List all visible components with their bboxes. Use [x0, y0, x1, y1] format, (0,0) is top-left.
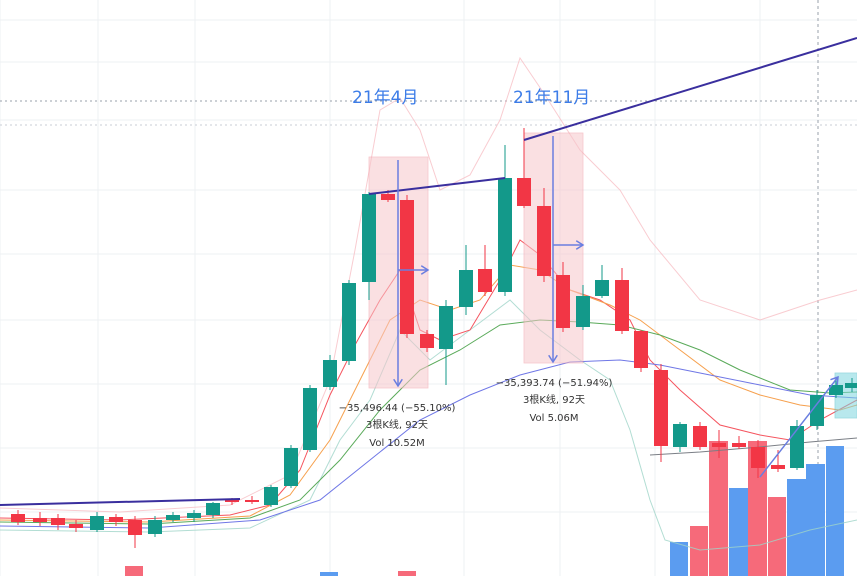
candle-body-7 [148, 520, 162, 534]
candle-body-23 [459, 270, 473, 307]
ma-short [0, 239, 857, 521]
candle-body-21 [420, 334, 434, 348]
ma-long [0, 319, 857, 525]
candle-body-27 [537, 206, 551, 276]
candle-body-40 [790, 426, 804, 468]
measure-change-2: −35,393.74 (−51.94%) [496, 378, 613, 389]
candles [11, 128, 857, 548]
candle-body-16 [323, 360, 337, 387]
candle-body-26 [517, 178, 531, 206]
measure-arrow-v-2-head [548, 354, 558, 364]
candle-body-20 [400, 200, 414, 334]
trend-lines [0, 37, 857, 506]
volume-bar-9 [787, 479, 806, 576]
measure-arrow-h-1-head [420, 265, 430, 275]
measure-volume-2: Vol 5.06M [529, 413, 578, 424]
measure-bars-1: 3根K线, 92天 [366, 418, 428, 431]
candle-body-37 [732, 443, 746, 447]
candle-body-22 [439, 306, 453, 349]
volume-bar-8 [768, 497, 786, 576]
candle-body-33 [654, 370, 668, 446]
ma-mid [0, 264, 857, 523]
candle-body-11 [225, 500, 239, 502]
candle-body-15 [303, 388, 317, 450]
candle-body-10 [206, 503, 220, 515]
volume-bar-5 [709, 441, 728, 576]
candle-body-43 [845, 383, 857, 388]
volume-bar-4 [690, 526, 708, 576]
candle-body-35 [693, 426, 707, 447]
candle-body-31 [615, 280, 629, 331]
candle-body-29 [576, 296, 590, 327]
candle-body-9 [187, 513, 201, 518]
candle-body-32 [634, 331, 648, 368]
projection-arrow [759, 376, 839, 478]
measure-boxes [368, 132, 857, 419]
ma-longest [0, 359, 857, 529]
trendline-resistance [523, 37, 857, 141]
volume-bar-2 [398, 571, 416, 576]
volume-bar-6 [729, 488, 748, 576]
candle-body-41 [810, 395, 824, 426]
bollinger-upper [0, 56, 857, 513]
volume-bar-0 [125, 566, 143, 576]
candle-body-38 [751, 447, 765, 468]
candle-body-0 [11, 514, 25, 522]
candle-body-39 [771, 465, 785, 469]
candle-body-2 [51, 518, 65, 525]
measure-arrow-v-1-head [393, 378, 403, 388]
volume-bar-10 [806, 464, 825, 576]
period-label-apr-2021: 21年4月 [352, 88, 418, 108]
trendline-base [0, 498, 241, 506]
candle-body-28 [556, 275, 570, 328]
projection-arrow-head [830, 375, 839, 386]
candle-body-24 [478, 269, 492, 292]
candle-body-13 [264, 487, 278, 505]
moving-average-lines [0, 56, 857, 551]
candle-body-5 [109, 517, 123, 522]
candle-body-19 [381, 194, 395, 200]
candle-body-36 [712, 443, 726, 447]
candle-body-6 [128, 520, 142, 535]
volume-bar-1 [320, 572, 338, 576]
volume-bar-11 [826, 446, 844, 576]
measure-bars-2: 3根K线, 92天 [523, 393, 585, 406]
period-label-nov-2021: 21年11月 [513, 88, 590, 108]
volume-bars [125, 441, 844, 576]
candle-body-14 [284, 448, 298, 486]
measure-volume-1: Vol 10.52M [369, 438, 424, 449]
candle-body-42 [829, 385, 843, 395]
candle-body-3 [69, 524, 83, 528]
measure-arrow-h-2-head [575, 240, 585, 250]
measure-change-1: −35,496.44 (−55.10%) [339, 403, 456, 414]
candle-body-8 [166, 515, 180, 520]
volume-bar-3 [670, 542, 688, 576]
candle-body-1 [33, 518, 47, 522]
candle-body-4 [90, 516, 104, 530]
candle-body-18 [362, 194, 376, 282]
candle-body-12 [245, 500, 259, 502]
candle-body-25 [498, 178, 512, 292]
candle-body-17 [342, 283, 356, 361]
candle-body-34 [673, 424, 687, 447]
candle-body-30 [595, 280, 609, 296]
trendline-peaks [368, 177, 506, 195]
